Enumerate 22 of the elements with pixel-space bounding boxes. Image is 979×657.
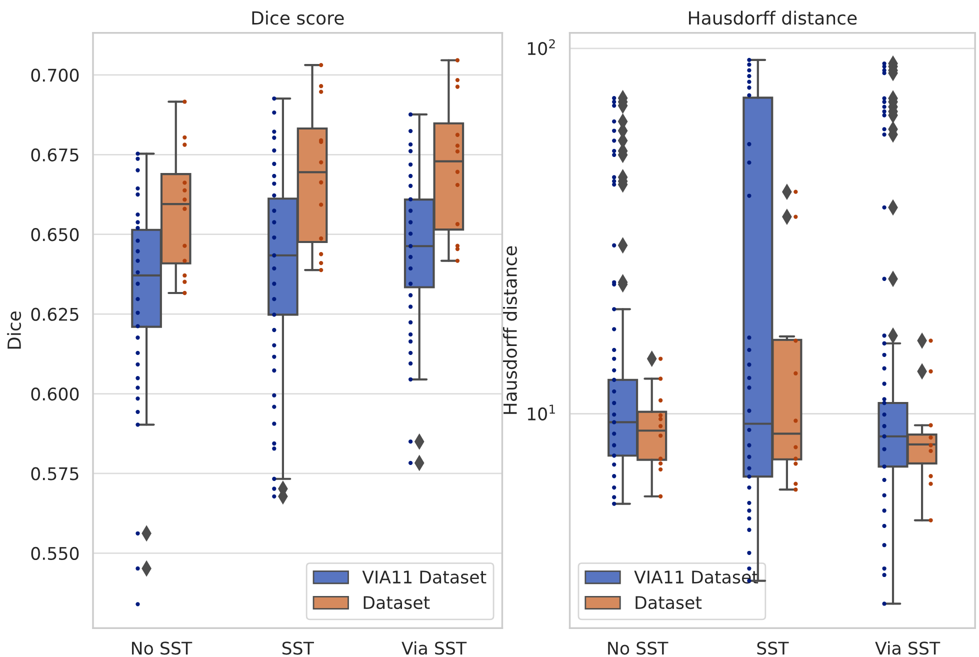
- y-axis-title: Hausdorff distance: [503, 246, 517, 414]
- legend-label: Dataset: [636, 596, 702, 610]
- legend-label: VIA11 Dataset: [362, 570, 486, 584]
- x-tick-label: Via SST: [402, 641, 467, 655]
- y-tick-label: 0.600: [31, 387, 79, 401]
- chart-title: Dice score: [252, 10, 344, 25]
- x-tick-label: SST: [282, 642, 314, 655]
- y-tick-label: 0.550: [31, 546, 79, 560]
- x-tick-label: No SST: [608, 642, 668, 655]
- x-tick-label: No SST: [132, 642, 192, 655]
- y-tick-label: 0.700: [31, 68, 79, 82]
- y-tick-label: 0.675: [31, 148, 78, 162]
- y-tick-label: 0.575: [31, 467, 78, 480]
- y-tick-label: 0.650: [31, 228, 79, 242]
- y-tick-label: 10$^{1}$: [528, 404, 555, 420]
- x-tick-label: Via SST: [875, 641, 940, 655]
- legend-label: Dataset: [364, 596, 430, 610]
- y-tick-label: 0.625: [31, 308, 78, 321]
- chart-title: Hausdorff distance: [689, 10, 857, 25]
- x-tick-label: SST: [757, 642, 789, 655]
- y-tick-label: 10$^{2}$: [528, 39, 555, 56]
- y-axis-title: Dice: [7, 311, 22, 349]
